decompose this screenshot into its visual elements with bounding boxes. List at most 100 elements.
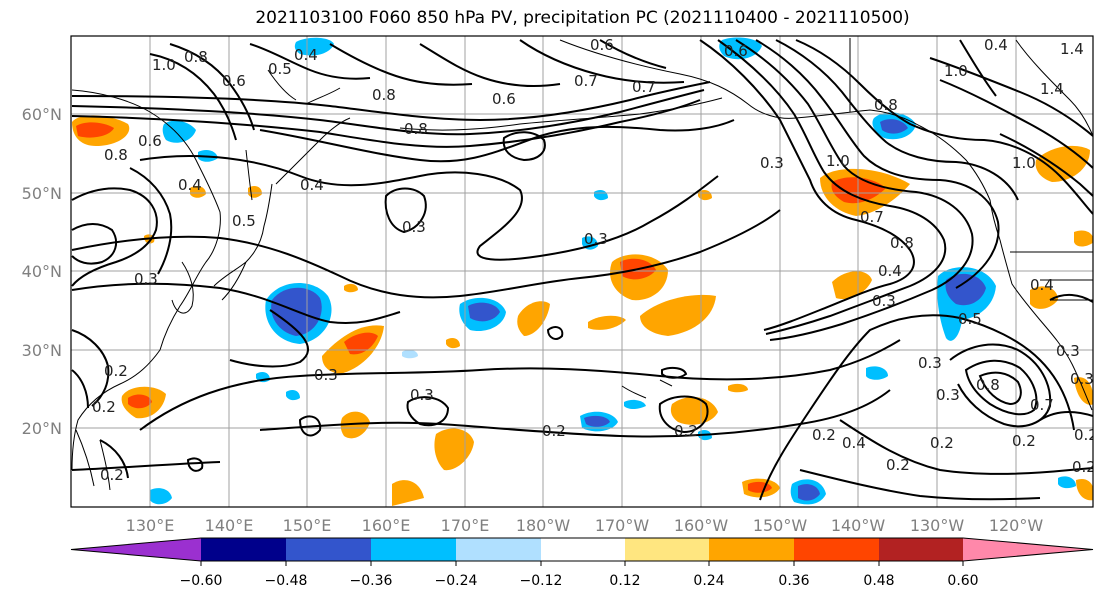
contour-label: 0.5 bbox=[958, 310, 982, 328]
lon-label: 150°W bbox=[753, 516, 808, 535]
precip-positive-area bbox=[728, 383, 748, 393]
pv-contour-line bbox=[169, 43, 255, 131]
contour-label: 0.8 bbox=[404, 120, 428, 138]
colorbar-segment bbox=[963, 538, 1093, 561]
pv-contour-line bbox=[259, 119, 735, 163]
pv-contour-line bbox=[546, 326, 564, 340]
pv-contour-line bbox=[799, 469, 1041, 501]
lon-label: 140°W bbox=[831, 516, 886, 535]
colorbar-segment bbox=[625, 538, 709, 561]
pv-contour-line bbox=[759, 314, 1075, 501]
lon-label: 170°W bbox=[595, 516, 650, 535]
contour-label: 0.4 bbox=[178, 176, 202, 194]
pv-contour-line bbox=[139, 339, 901, 431]
contour-label: 0.3 bbox=[760, 154, 784, 172]
precip-negative-area bbox=[402, 349, 418, 359]
coastline-asia bbox=[71, 89, 221, 471]
contour-label: 0.2 bbox=[674, 422, 698, 440]
contour-label: 0.4 bbox=[300, 176, 324, 194]
precip-negative-area bbox=[294, 37, 334, 56]
precip-positive-area bbox=[1074, 377, 1093, 405]
contour-label: 1.4 bbox=[1040, 80, 1064, 98]
map-border bbox=[70, 35, 1094, 508]
colorbar-tick-label: −0.60 bbox=[180, 573, 223, 589]
pv-contour-line bbox=[259, 389, 891, 438]
contour-label: 0.3 bbox=[134, 270, 158, 288]
colorbar-tick-label: 0.60 bbox=[947, 573, 978, 589]
lon-label: 130°W bbox=[910, 516, 965, 535]
contour-label: 1.0 bbox=[826, 152, 850, 170]
lon-label: 150°E bbox=[283, 516, 332, 535]
contour-label: 0.3 bbox=[584, 230, 608, 248]
colorbar-segment bbox=[456, 538, 541, 561]
precip-positive-area bbox=[340, 411, 370, 439]
colorbar-tick-label: −0.36 bbox=[350, 573, 393, 589]
pv-contour-line bbox=[99, 439, 129, 479]
precip-negative-area bbox=[584, 415, 610, 427]
pv-contour-line bbox=[755, 39, 1000, 289]
pv-contour-line bbox=[599, 39, 667, 69]
contour-label: 0.5 bbox=[268, 60, 292, 78]
contour-label: 0.2 bbox=[92, 398, 116, 416]
contour-label: 1.0 bbox=[944, 62, 968, 80]
border-interior bbox=[1015, 39, 1093, 301]
pv-contour-line bbox=[406, 396, 450, 427]
contour-label: 0.2 bbox=[100, 466, 124, 484]
coastline-philippines bbox=[75, 429, 111, 491]
pv-contour-line bbox=[658, 395, 709, 434]
precip-negative-area bbox=[945, 273, 986, 306]
contour-label: 0.8 bbox=[874, 96, 898, 114]
contour-label: 0.7 bbox=[574, 72, 598, 90]
pv-contour-line bbox=[1039, 410, 1093, 421]
contour-label: 0.2 bbox=[1074, 426, 1098, 444]
contour-label: 0.4 bbox=[1030, 276, 1054, 294]
colorbar-tick-label: 0.48 bbox=[863, 573, 894, 589]
pv-contour-line bbox=[129, 167, 173, 275]
pv-contour-line bbox=[949, 343, 1052, 428]
coastline-alaska bbox=[559, 39, 1001, 241]
precip-negative-area bbox=[1058, 476, 1076, 489]
pv-contours bbox=[71, 39, 1093, 501]
precip-negative-area bbox=[798, 484, 820, 501]
precip-negative-area bbox=[880, 119, 908, 134]
precip-negative-area bbox=[286, 390, 300, 401]
precip-positive-area bbox=[434, 428, 474, 471]
colorbar-segment bbox=[709, 538, 794, 561]
pv-contour-line bbox=[717, 39, 947, 335]
precip-positive-area bbox=[588, 315, 626, 330]
pv-contour-line bbox=[71, 282, 401, 325]
contour-label: 0.6 bbox=[222, 72, 246, 90]
pv-contour-line bbox=[419, 43, 561, 87]
precip-positive-area bbox=[1074, 230, 1093, 247]
colorbar-tick-label: −0.48 bbox=[265, 573, 308, 589]
contour-label: 0.2 bbox=[542, 422, 566, 440]
lat-axis: 60°N 50°N 40°N 30°N 20°N bbox=[22, 105, 62, 438]
precip-positive-area bbox=[344, 283, 358, 293]
lon-label: 130°E bbox=[126, 516, 175, 535]
colorbar: −0.60 −0.48 −0.36 −0.24 −0.12 0.12 0.24 … bbox=[70, 537, 1094, 589]
precip-positive-area bbox=[640, 294, 716, 336]
colorbar-tick-label: 0.12 bbox=[609, 573, 640, 589]
contour-label: 0.8 bbox=[372, 86, 396, 104]
contour-label: 0.3 bbox=[410, 386, 434, 404]
contour-label: 0.3 bbox=[1070, 370, 1094, 388]
contour-label-group: 0.8 0.5 0.4 0.6 0.6 0.7 0.7 0.8 0.8 0.6 … bbox=[92, 36, 1098, 484]
lon-axis: 130°E 140°E 150°E 160°E 170°E 180°W 170°… bbox=[126, 516, 1044, 535]
contour-label: 0.3 bbox=[1056, 342, 1080, 360]
pv-contour-line bbox=[939, 79, 1093, 169]
contour-label: 1.4 bbox=[1060, 40, 1084, 58]
contour-label: 0.4 bbox=[294, 46, 318, 64]
contour-label: 0.4 bbox=[842, 434, 866, 452]
contour-label: 0.7 bbox=[1030, 396, 1054, 414]
contour-label: 0.6 bbox=[492, 90, 516, 108]
contour-label: 0.3 bbox=[314, 366, 338, 384]
coastlines bbox=[71, 38, 1093, 491]
precip-positive-area bbox=[344, 332, 378, 355]
precip-positive-area bbox=[1030, 286, 1058, 309]
pv-contour-line bbox=[959, 39, 997, 97]
colorbar-segment bbox=[71, 538, 201, 561]
precip-negative-area bbox=[866, 366, 888, 380]
colorbar-segment bbox=[286, 538, 371, 561]
lon-label: 170°E bbox=[441, 516, 490, 535]
pv-contour-line bbox=[795, 39, 1093, 215]
